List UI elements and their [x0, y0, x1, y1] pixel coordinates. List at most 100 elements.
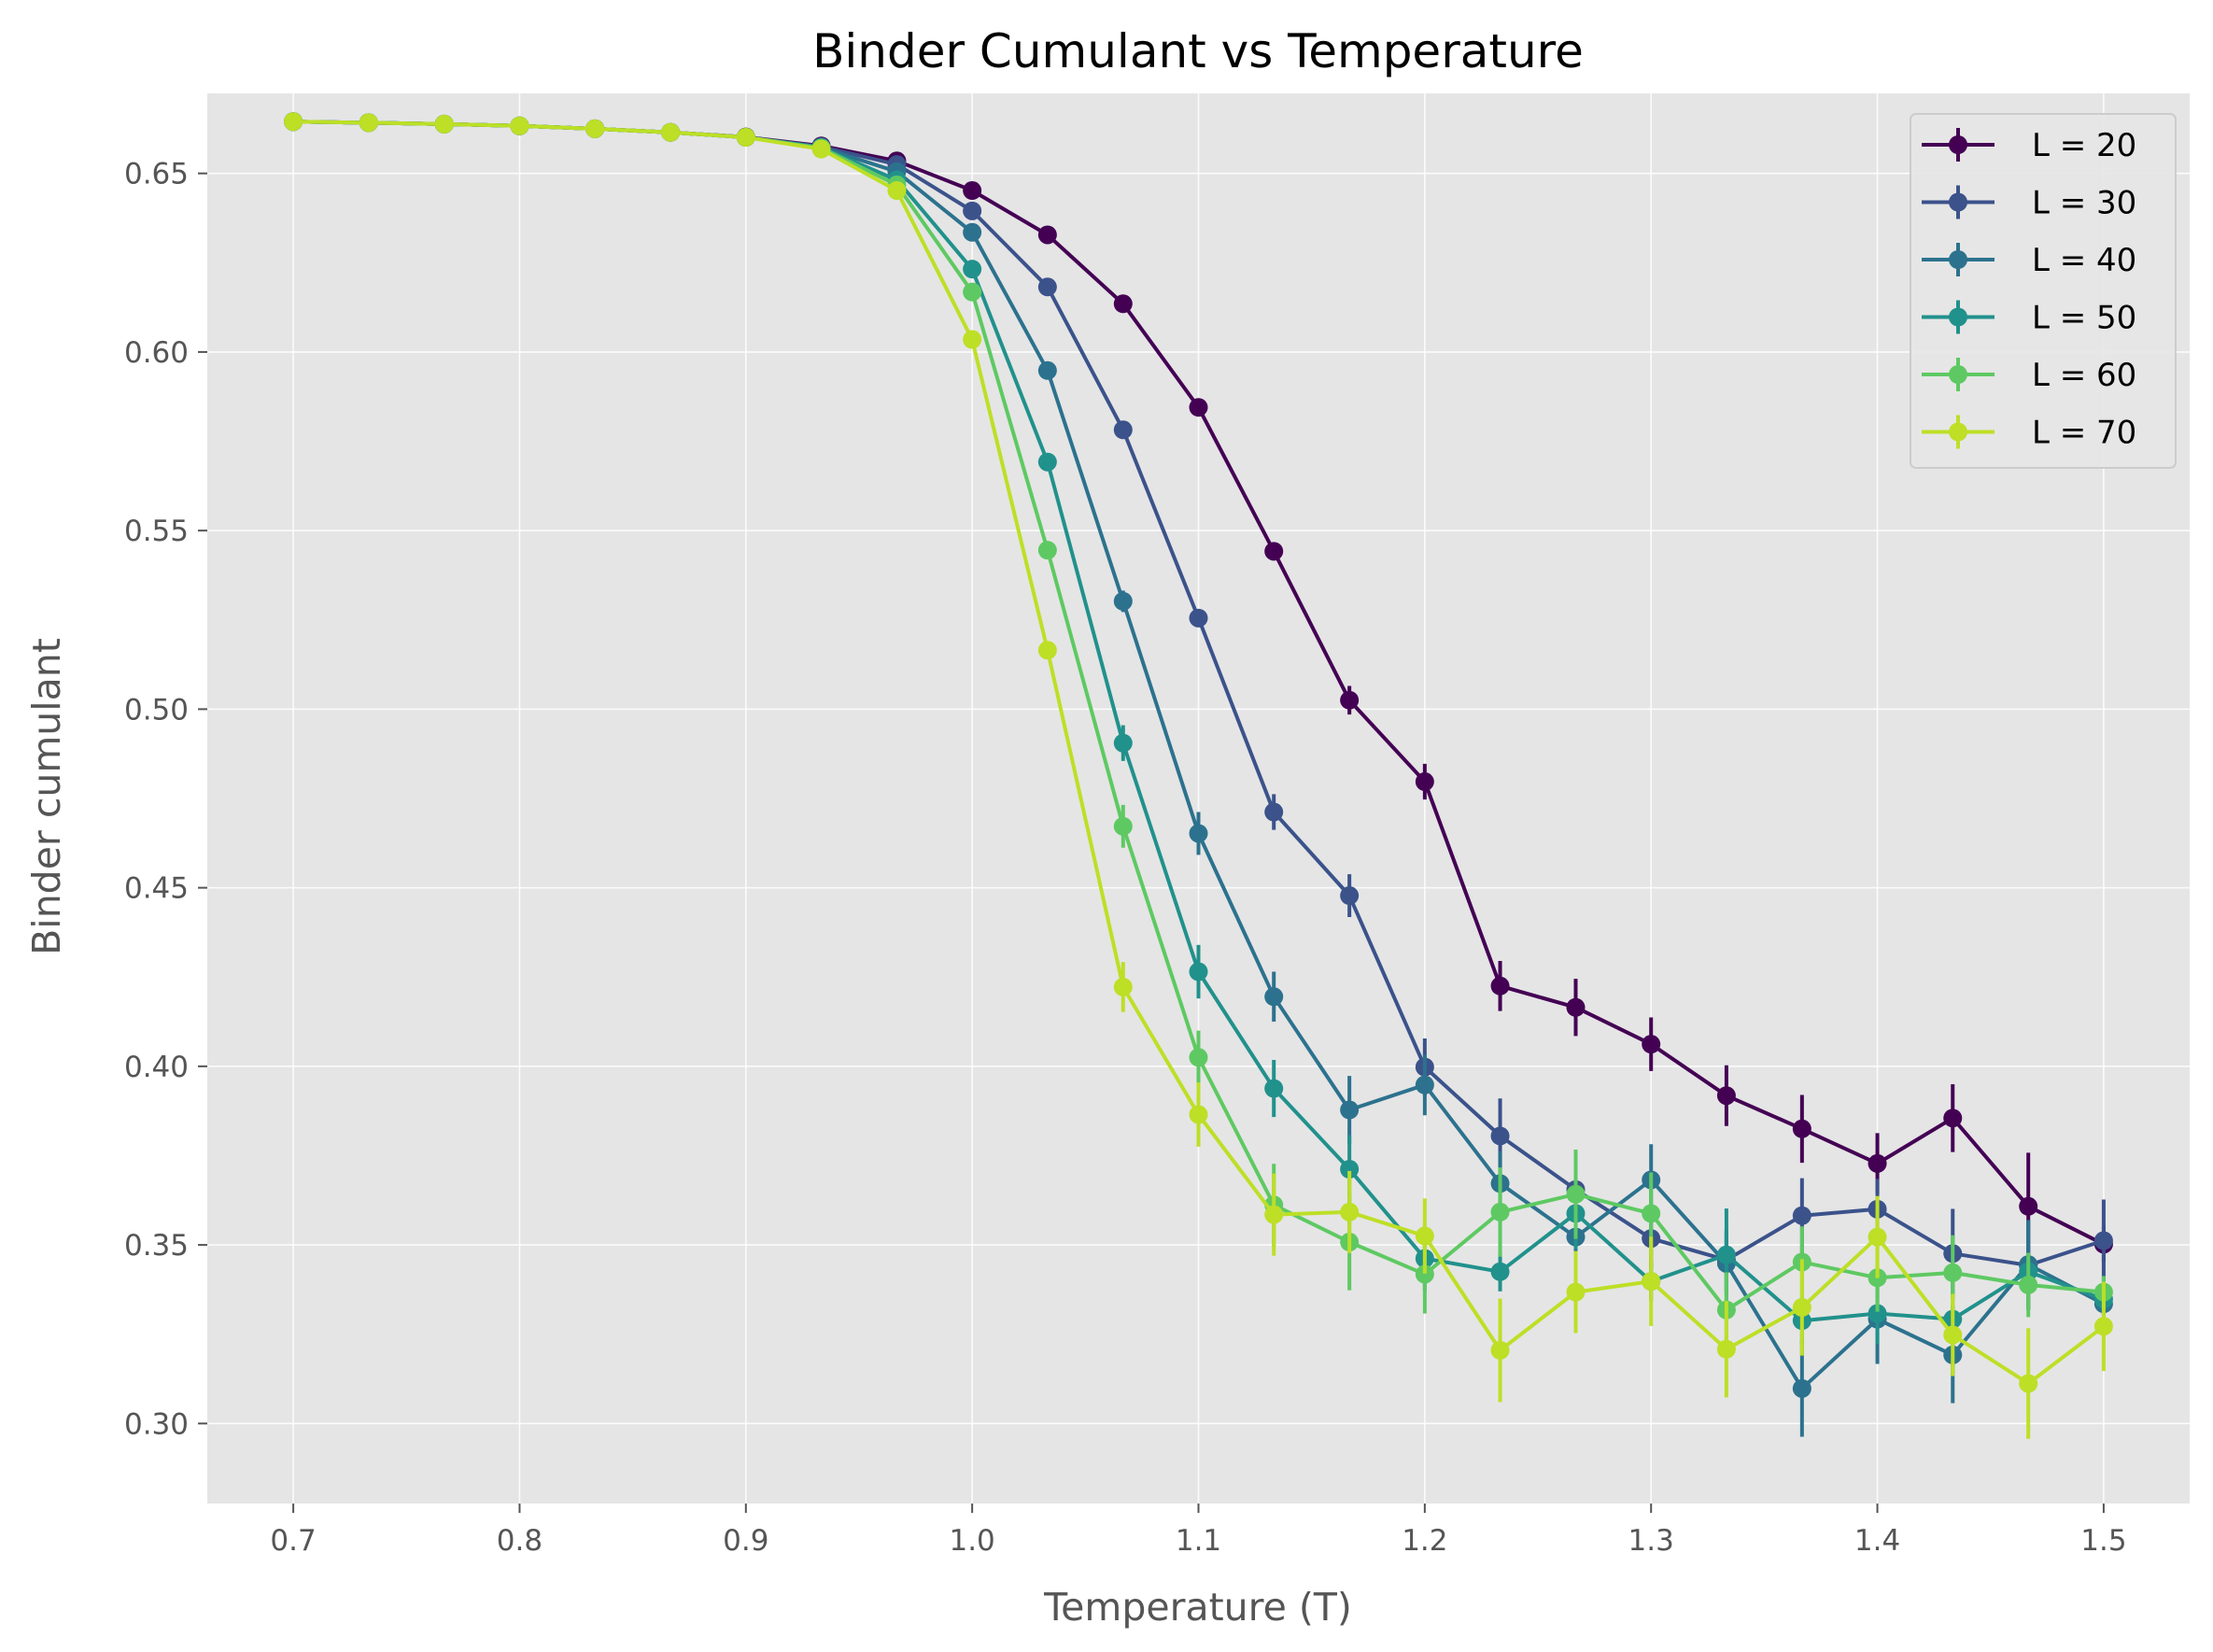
data-point	[963, 282, 982, 302]
data-point	[1113, 977, 1133, 996]
data-point	[1264, 802, 1284, 822]
data-point	[1340, 1160, 1360, 1179]
legend-entry: L = 60	[1922, 357, 2136, 394]
data-point	[1113, 591, 1133, 611]
legend-entry: L = 50	[1922, 300, 2136, 337]
legend-label: L = 20	[2032, 127, 2136, 164]
legend-label: L = 50	[2032, 300, 2136, 337]
data-point	[585, 119, 605, 138]
y-tick-label: 0.30	[124, 1407, 189, 1441]
data-point	[1415, 1075, 1434, 1094]
data-point	[1943, 1325, 1963, 1345]
data-point	[2019, 1275, 2038, 1294]
y-tick-label: 0.50	[124, 693, 189, 727]
data-point	[1490, 1126, 1510, 1146]
legend-marker	[1949, 192, 1967, 212]
data-point	[1868, 1304, 1887, 1323]
series-l70	[284, 112, 2113, 1439]
data-point	[1037, 641, 1057, 660]
data-point	[1490, 1262, 1510, 1281]
y-tick-label: 0.65	[124, 158, 189, 191]
x-axis-label: Temperature (T)	[1043, 1585, 1352, 1630]
legend-label: L = 40	[2032, 242, 2136, 279]
data-point	[1264, 542, 1284, 561]
data-point	[887, 181, 907, 201]
data-point	[1716, 1086, 1736, 1106]
x-tick-label: 1.1	[1176, 1524, 1221, 1558]
data-point	[1792, 1206, 1811, 1225]
data-point	[1340, 1202, 1360, 1221]
legend-entry: L = 30	[1922, 185, 2136, 222]
data-point	[2019, 1196, 2038, 1216]
data-point	[1113, 733, 1133, 753]
x-tick-label: 1.4	[1854, 1524, 1900, 1558]
data-point	[1868, 1153, 1887, 1173]
data-point	[963, 260, 982, 279]
data-point	[1415, 772, 1434, 792]
data-point	[1340, 690, 1360, 710]
y-axis-label: Binder cumulant	[24, 638, 69, 955]
data-point	[963, 201, 982, 220]
x-tick-label: 1.3	[1628, 1524, 1674, 1558]
data-point	[1264, 987, 1284, 1007]
data-point	[1792, 1378, 1811, 1398]
data-point	[1566, 1184, 1586, 1204]
data-point	[1264, 1205, 1284, 1224]
data-point	[736, 128, 755, 148]
data-point	[811, 139, 831, 159]
legend-label: L = 70	[2032, 415, 2136, 452]
legend-marker	[1949, 250, 1967, 269]
data-point	[1113, 420, 1133, 440]
data-point	[1642, 1035, 1661, 1054]
y-axis-ticks: 0.30 0.35 0.40 0.45 0.50 0.55 0.60 0.65	[124, 158, 207, 1441]
legend-marker	[1949, 135, 1967, 154]
data-point	[1037, 360, 1057, 380]
data-point	[1113, 294, 1133, 314]
x-tick-label: 1.5	[2080, 1524, 2126, 1558]
data-point	[1037, 452, 1057, 472]
y-tick-label: 0.40	[124, 1051, 189, 1084]
x-tick-label: 0.8	[497, 1524, 543, 1558]
data-point	[1943, 1108, 1963, 1128]
data-point	[1716, 1245, 1736, 1264]
data-point	[963, 222, 982, 242]
data-point	[1340, 886, 1360, 906]
data-point	[1642, 1204, 1661, 1223]
data-point	[1037, 277, 1057, 297]
data-point	[1868, 1227, 1887, 1247]
data-point	[2093, 1317, 2113, 1336]
data-point	[1792, 1119, 1811, 1138]
data-point	[963, 330, 982, 349]
data-point	[1490, 976, 1510, 995]
data-point	[1264, 1079, 1284, 1098]
data-point	[1490, 1202, 1510, 1221]
legend-marker	[1949, 365, 1967, 384]
legend-label: L = 30	[2032, 185, 2136, 222]
data-point	[510, 116, 529, 135]
x-axis-ticks: 0.7 0.8 0.9 1.0 1.1 1.2 1.3 1.4 1.5	[270, 1504, 2127, 1558]
legend: L = 20 L = 30 L = 40 L = 50 L = 60 L = 70	[1910, 113, 2177, 469]
data-point	[1189, 1105, 1208, 1124]
y-tick-label: 0.55	[124, 515, 189, 548]
data-point	[1189, 962, 1208, 981]
data-point	[1189, 1048, 1208, 1067]
data-point	[284, 112, 303, 132]
data-point	[1037, 541, 1057, 560]
data-point	[359, 113, 378, 133]
data-point	[1642, 1272, 1661, 1292]
x-tick-label: 0.9	[723, 1524, 768, 1558]
legend-entry: L = 20	[1922, 127, 2136, 164]
data-point	[1566, 997, 1586, 1017]
legend-entry: L = 40	[1922, 242, 2136, 279]
y-tick-label: 0.45	[124, 872, 189, 906]
data-point	[1037, 225, 1057, 245]
legend-entry: L = 70	[1922, 415, 2136, 452]
data-point	[434, 114, 454, 134]
y-tick-label: 0.35	[124, 1229, 189, 1263]
x-tick-label: 1.0	[949, 1524, 994, 1558]
data-point	[963, 181, 982, 201]
data-point	[2019, 1374, 2038, 1393]
data-point	[1490, 1340, 1510, 1360]
data-point	[1943, 1263, 1963, 1282]
